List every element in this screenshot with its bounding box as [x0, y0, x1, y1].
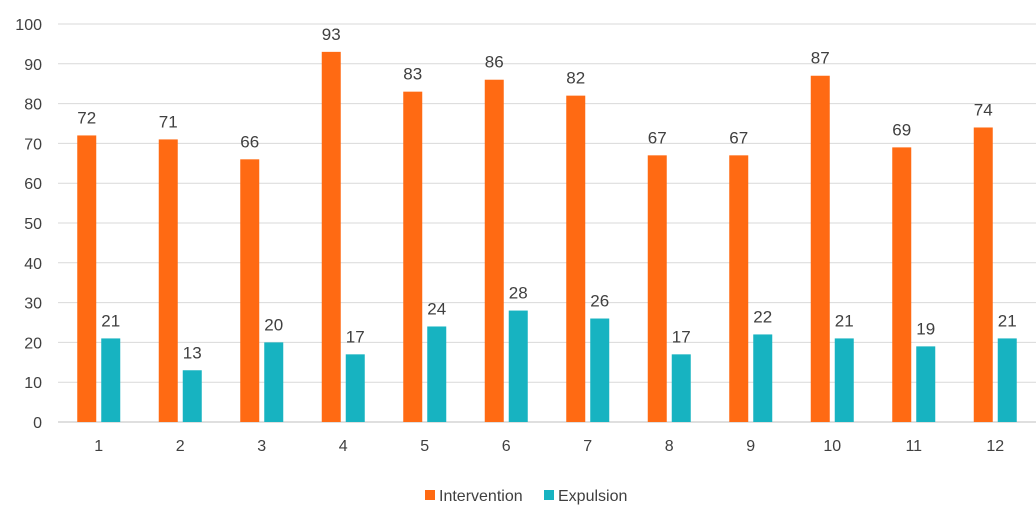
x-tick-label: 7: [583, 438, 592, 455]
data-label-expulsion: 17: [672, 327, 691, 346]
data-label-intervention: 66: [240, 132, 259, 151]
legend-swatch-intervention: [425, 490, 435, 500]
legend-label-intervention: Intervention: [439, 488, 523, 505]
x-tick-label: 9: [746, 438, 755, 455]
data-label-expulsion: 17: [346, 327, 365, 346]
bar-expulsion-4: [345, 354, 365, 422]
bar-intervention-7: [566, 95, 586, 422]
data-label-expulsion: 22: [753, 307, 772, 326]
bar-intervention-10: [810, 75, 830, 423]
data-label-intervention: 72: [77, 108, 96, 127]
x-tick-label: 2: [176, 438, 185, 455]
legend-swatch-expulsion: [544, 490, 554, 500]
x-axis-ticks: 1 2 3 4 5 6 7 8 9 10 11 12: [94, 438, 1004, 455]
data-label-expulsion: 21: [101, 311, 120, 330]
bar-expulsion-6: [508, 310, 528, 422]
x-tick-label: 12: [986, 438, 1004, 455]
bar-expulsion-2: [182, 370, 202, 422]
bar-expulsion-10: [834, 338, 854, 422]
x-tick-label: 11: [905, 438, 922, 455]
data-label-intervention: 67: [648, 128, 667, 147]
bar-intervention-6: [484, 79, 504, 422]
x-tick-label: 1: [94, 438, 103, 455]
y-tick-label: 40: [24, 256, 42, 273]
data-label-intervention: 93: [322, 25, 341, 44]
y-tick-label: 10: [24, 375, 42, 392]
data-label-intervention: 82: [566, 69, 585, 88]
data-label-expulsion: 21: [998, 311, 1017, 330]
bar-intervention-11: [892, 147, 912, 422]
y-tick-label: 80: [24, 97, 42, 114]
bar-intervention-12: [973, 127, 993, 422]
data-label-intervention: 86: [485, 53, 504, 72]
bar-intervention-2: [158, 139, 178, 423]
data-label-intervention: 74: [974, 100, 993, 119]
bar-intervention-1: [77, 135, 97, 422]
y-tick-label: 70: [24, 136, 42, 153]
bar-intervention-9: [729, 155, 749, 422]
data-label-intervention: 67: [729, 128, 748, 147]
data-labels: 72 21 71 13 66 20 93 17 83 24 86 28 82 26 67 17 67 22 87 21…: [77, 25, 1016, 362]
bar-expulsion-5: [427, 326, 447, 422]
bar-expulsion-3: [264, 342, 284, 422]
y-axis-ticks: 0 10 20 30 40 50 60 70 80 90 100: [15, 17, 42, 432]
bar-expulsion-7: [590, 318, 610, 422]
legend-label-expulsion: Expulsion: [558, 488, 627, 505]
bar-expulsion-11: [916, 346, 936, 422]
data-label-intervention: 69: [892, 120, 911, 139]
bar-intervention-5: [403, 91, 423, 422]
data-label-expulsion: 28: [509, 284, 528, 303]
bar-expulsion-9: [753, 334, 773, 422]
bar-expulsion-8: [671, 354, 691, 422]
data-label-expulsion: 20: [264, 315, 283, 334]
x-tick-label: 3: [257, 438, 266, 455]
data-label-expulsion: 13: [183, 343, 202, 362]
grid-lines: [58, 23, 1036, 423]
data-label-intervention: 71: [159, 112, 178, 131]
y-tick-label: 20: [24, 335, 42, 352]
bar-intervention-8: [647, 155, 667, 422]
y-tick-label: 60: [24, 176, 42, 193]
data-label-intervention: 83: [403, 65, 422, 84]
bar-intervention-3: [240, 159, 260, 422]
data-label-expulsion: 26: [590, 292, 609, 311]
y-tick-label: 30: [24, 296, 42, 313]
data-label-expulsion: 24: [427, 299, 446, 318]
x-tick-label: 10: [823, 438, 841, 455]
bar-intervention-4: [321, 51, 341, 423]
y-tick-label: 90: [24, 57, 42, 74]
data-label-expulsion: 21: [835, 311, 854, 330]
bar-expulsion-1: [101, 338, 121, 422]
x-tick-label: 5: [420, 438, 429, 455]
data-label-expulsion: 19: [916, 319, 935, 338]
y-tick-label: 50: [24, 216, 42, 233]
y-tick-label: 0: [33, 415, 42, 432]
bars: [77, 51, 1017, 423]
y-tick-label: 100: [15, 17, 42, 34]
x-tick-label: 4: [339, 438, 348, 455]
x-tick-label: 6: [502, 438, 511, 455]
data-label-intervention: 87: [811, 49, 830, 68]
x-tick-label: 8: [665, 438, 674, 455]
bar-expulsion-12: [997, 338, 1017, 422]
legend: Intervention Expulsion: [425, 488, 627, 505]
